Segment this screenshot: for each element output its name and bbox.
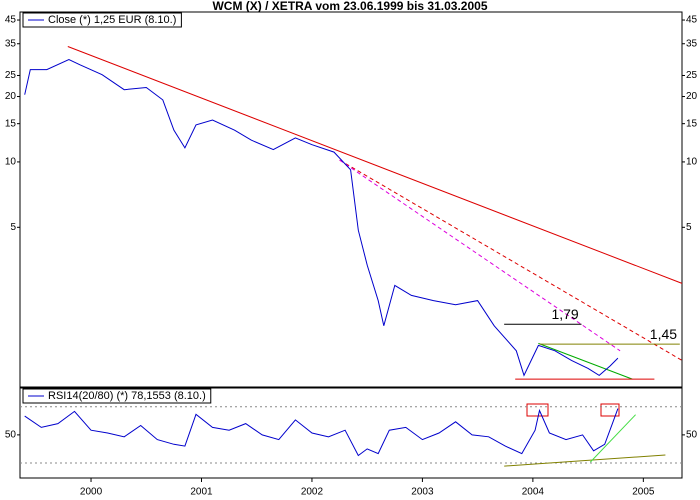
legend-label: Close (*) 1,25 EUR (8.10.)	[48, 14, 176, 26]
y-tick-label: 50	[686, 430, 698, 441]
legend-box	[22, 12, 182, 28]
y-tick-label: 20	[686, 91, 698, 102]
chart-title: WCM (X) / XETRA vom 23.06.1999 bis 31.03…	[212, 0, 487, 13]
level-label: 1,45	[650, 326, 677, 342]
y-tick-label: 15	[686, 118, 698, 129]
x-tick-label: 2000	[80, 487, 103, 498]
y-tick-label: 25	[5, 70, 17, 81]
trend-line	[339, 159, 683, 361]
x-tick-label: 2005	[632, 487, 655, 498]
x-tick-label: 2001	[190, 487, 213, 498]
y-tick-label: 5	[686, 222, 692, 233]
y-tick-label: 35	[686, 38, 698, 49]
trend-line	[538, 342, 633, 380]
trend-line	[339, 159, 621, 352]
y-tick-label: 50	[5, 430, 17, 441]
rsi-panel-frame	[19, 387, 683, 479]
y-tick-label: 10	[5, 157, 17, 168]
y-tick-label: 10	[686, 157, 698, 168]
price-panel-frame	[19, 11, 683, 388]
marker-box	[526, 403, 549, 417]
y-tick-label: 35	[5, 38, 17, 49]
y-tick-label: 15	[5, 118, 17, 129]
level-label: 1,79	[551, 306, 578, 322]
x-tick-label: 2003	[411, 487, 434, 498]
y-tick-label: 25	[686, 70, 698, 81]
y-tick-label: 5	[10, 222, 16, 233]
y-tick-label: 20	[5, 91, 17, 102]
x-tick-label: 2004	[522, 487, 545, 498]
price-line	[24, 408, 619, 457]
legend-label: RSI14(20/80) (*) 78,1553 (8.10.)	[48, 390, 206, 402]
trend-line	[504, 454, 666, 467]
x-tick-label: 2002	[301, 487, 324, 498]
trend-line	[589, 414, 636, 463]
y-tick-label: 45	[5, 15, 17, 26]
legend-box	[22, 388, 212, 404]
trend-line	[67, 46, 683, 284]
y-tick-label: 45	[686, 15, 698, 26]
price-line	[24, 58, 619, 377]
marker-box	[600, 403, 620, 417]
